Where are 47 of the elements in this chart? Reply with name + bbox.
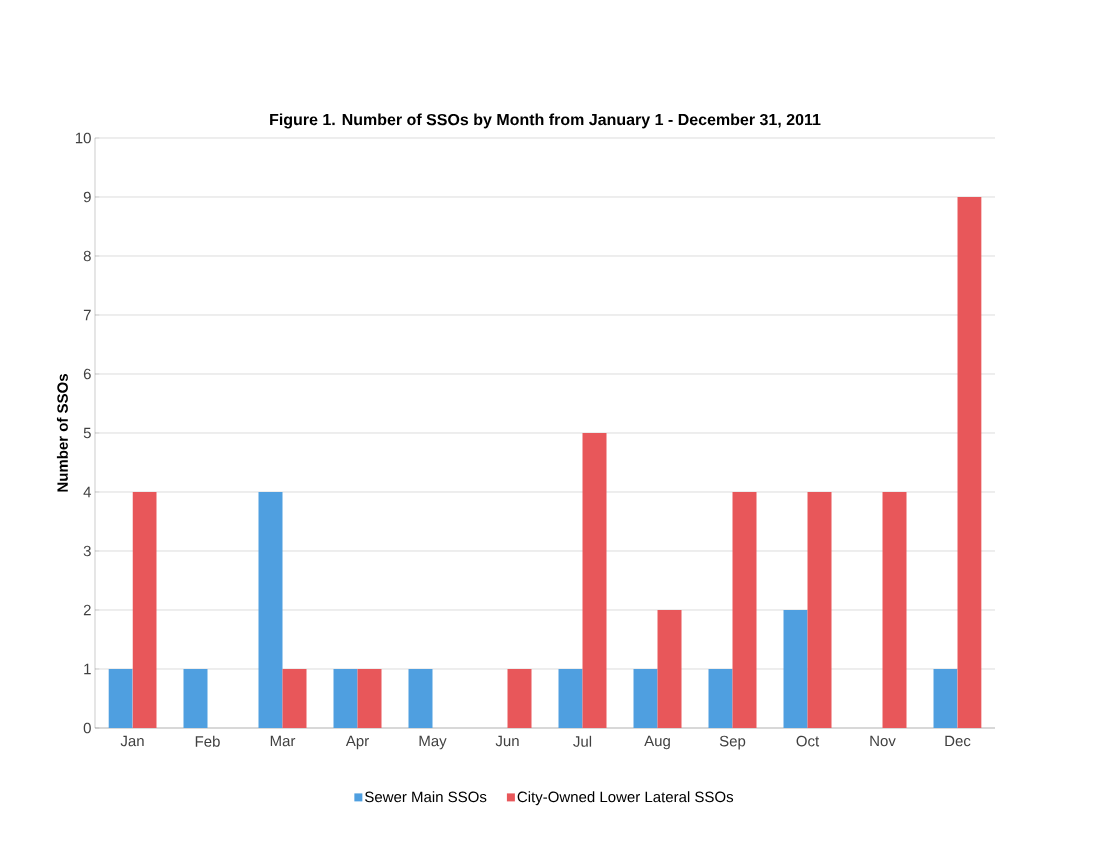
x-tick-label: May [419, 735, 447, 750]
x-tick-label: Mar [270, 735, 296, 747]
bar [258, 492, 283, 728]
legend-label: City-Owned Lower Lateral SSOs [517, 791, 734, 806]
y-tick-label: 5 [83, 427, 91, 439]
bar [108, 669, 133, 728]
bar [558, 669, 583, 728]
x-tick-label: Sep [719, 735, 746, 750]
bar [282, 669, 307, 728]
x-tick-label: Jan [120, 735, 144, 747]
bar [357, 669, 382, 728]
bar [933, 669, 958, 728]
y-tick-label: 10 [75, 132, 91, 144]
bar [582, 433, 607, 728]
y-tick-label: 1 [84, 663, 91, 675]
x-tick-label: Nov [870, 735, 896, 747]
y-tick-label: 3 [83, 545, 91, 557]
bar [408, 669, 433, 728]
x-tick-label: Feb [195, 735, 220, 747]
bar [633, 669, 658, 728]
bar [657, 610, 682, 728]
x-tick-label: Dec [945, 735, 971, 747]
y-tick-label: 2 [83, 604, 91, 616]
y-tick-label: 9 [83, 191, 91, 203]
bar [783, 610, 808, 728]
legend-label: Sewer Main SSOs [365, 791, 487, 803]
bar [708, 669, 733, 728]
x-tick-label: Jun [495, 735, 519, 747]
y-tick-label: 7 [83, 309, 91, 321]
y-axis-title: Number of SSOs [56, 374, 68, 492]
x-tick-label: Apr [345, 735, 369, 750]
x-tick-label: Jul [573, 735, 592, 747]
bar [732, 492, 757, 728]
bar [957, 196, 982, 728]
x-tick-label: Aug [644, 735, 670, 750]
x-tick-label: Oct [796, 735, 820, 747]
chart-title: Figure 1. Number of SSOs by Month from January 1 - December 31, 2011 [270, 113, 821, 129]
bar [333, 669, 358, 728]
y-tick-label: 4 [83, 486, 92, 498]
bar [507, 669, 532, 728]
y-tick-label: 6 [83, 368, 91, 380]
bar [183, 669, 208, 728]
bar [132, 492, 157, 728]
y-tick-label: 8 [83, 250, 91, 262]
bar [882, 492, 907, 728]
bar [807, 492, 832, 728]
y-tick-label: 0 [83, 722, 91, 734]
